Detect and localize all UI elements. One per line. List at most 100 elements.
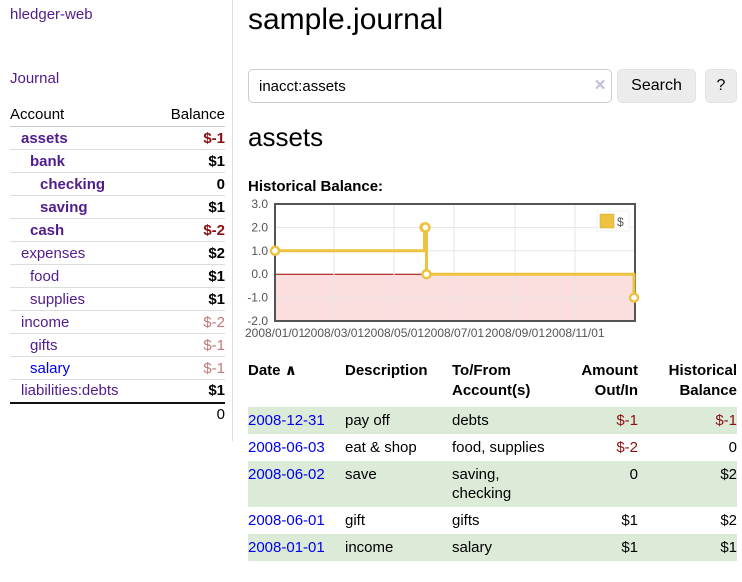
svg-text:1.0: 1.0	[251, 244, 268, 258]
svg-text:3.0: 3.0	[251, 197, 268, 211]
accounts-header-row: Account Balance	[10, 104, 225, 127]
main-content: sample.journal × Search ? assets Histori…	[245, 0, 737, 582]
register-row[interactable]: 2008-01-01 income salary $1 $1	[248, 534, 737, 561]
transaction-date-link[interactable]: 2008-06-03	[248, 439, 325, 456]
date-header-label: Date	[248, 362, 281, 379]
account-link-liabilities-debts[interactable]: liabilities:debts	[21, 382, 119, 400]
account-heading: assets	[248, 122, 324, 152]
balance-chart: 3.0 2.0 1.0 0.0 -1.0 -2.0 2008/01/01 2008/03/01…	[245, 197, 742, 342]
account-balance: 0	[153, 172, 225, 196]
account-row-gifts: gifts $-1	[10, 333, 225, 357]
account-balance: $1	[153, 264, 225, 288]
clear-search-icon[interactable]: ×	[594, 75, 606, 96]
svg-text:2.0: 2.0	[251, 220, 268, 234]
amount-column-header: Amount Out/In	[581, 362, 638, 399]
account-row-bank: bank $1	[10, 149, 225, 173]
balance-column-header: Historical Balance	[668, 362, 737, 399]
search-input[interactable]	[248, 69, 612, 103]
transaction-date-link[interactable]: 2008-12-31	[248, 412, 325, 429]
transaction-date-link[interactable]: 2008-06-01	[248, 512, 325, 529]
transaction-balance: $-1	[715, 412, 737, 429]
register-row[interactable]: 2008-06-01 gift gifts $1 $2	[248, 507, 737, 534]
account-link-checking[interactable]: checking	[40, 175, 106, 193]
sidebar: hledger-web Journal Account Balance asse…	[0, 0, 233, 441]
account-link-bank[interactable]: bank	[30, 152, 66, 170]
account-row-expenses: expenses $2	[10, 241, 225, 265]
register-row[interactable]: 2008-06-02 save saving, checking 0 $2	[248, 461, 737, 507]
date-column-header[interactable]: Date ∧	[248, 359, 345, 407]
search-button[interactable]: Search	[617, 69, 696, 103]
description-column-header: Description	[345, 362, 428, 379]
svg-text:2008/03/01: 2008/03/01	[304, 326, 364, 340]
account-balance: $2	[153, 241, 225, 265]
register-row[interactable]: 2008-12-31 pay off debts $-1 $-1	[248, 407, 737, 434]
search-form: × Search ?	[248, 69, 737, 103]
transaction-date-link[interactable]: 2008-06-02	[248, 466, 325, 483]
account-row-salary: salary $-1	[10, 356, 225, 380]
register-row[interactable]: 2008-06-03 eat & shop food, supplies $-2…	[248, 434, 737, 461]
account-balance: $-2	[153, 218, 225, 242]
svg-text:2008/11/01: 2008/11/01	[545, 326, 604, 340]
svg-text:-2.0: -2.0	[247, 314, 268, 328]
svg-text:0.0: 0.0	[251, 267, 268, 281]
account-link-saving[interactable]: saving	[40, 198, 88, 216]
transaction-balance: $1	[720, 539, 737, 556]
svg-text:2008/09/01: 2008/09/01	[485, 326, 545, 340]
transaction-accounts: food, supplies	[452, 439, 545, 456]
transaction-amount: $-1	[616, 412, 638, 429]
sort-ascending-icon: ∧	[284, 362, 297, 379]
balance-column-header: Balance	[153, 104, 225, 127]
account-balance: $1	[153, 195, 225, 219]
account-balance: $1	[153, 287, 225, 311]
account-balance: $-1	[153, 126, 225, 150]
account-row-supplies: supplies $1	[10, 287, 225, 311]
account-row-assets: assets $-1	[10, 126, 225, 150]
svg-text:2008/07/01: 2008/07/01	[424, 326, 484, 340]
account-link-salary[interactable]: salary	[30, 359, 71, 377]
sidebar-item-journal[interactable]: Journal	[10, 70, 60, 87]
account-link-assets[interactable]: assets	[21, 129, 68, 147]
account-link-cash[interactable]: cash	[30, 221, 65, 239]
transaction-description: pay off	[345, 412, 390, 429]
account-link-expenses[interactable]: expenses	[21, 244, 86, 262]
account-balance: $-1	[153, 333, 225, 357]
register-table: Date ∧ Description To/From Account(s) Am…	[248, 359, 737, 561]
accounts-total: 0	[153, 401, 225, 426]
transaction-description: income	[345, 539, 394, 556]
account-link-income[interactable]: income	[21, 313, 70, 331]
account-row-liabilities-debts: liabilities:debts $1	[10, 379, 225, 403]
transaction-accounts: debts	[452, 412, 489, 429]
transaction-amount: $1	[621, 539, 638, 556]
transaction-amount: $-2	[616, 439, 638, 456]
app-title-link[interactable]: hledger-web	[10, 6, 93, 23]
chart-title: Historical Balance:	[248, 178, 384, 195]
help-button[interactable]: ?	[705, 69, 737, 103]
transaction-date-link[interactable]: 2008-01-01	[248, 539, 325, 556]
transaction-balance: $2	[720, 512, 737, 529]
account-column-header: Account	[10, 104, 154, 127]
transaction-amount: 0	[629, 466, 638, 483]
account-balance: $-2	[153, 310, 225, 334]
account-link-supplies[interactable]: supplies	[30, 290, 86, 308]
register-header-row: Date ∧ Description To/From Account(s) Am…	[248, 359, 737, 407]
svg-text:$: $	[617, 215, 624, 229]
svg-text:-1.0: -1.0	[247, 291, 268, 305]
transaction-description: eat & shop	[345, 439, 417, 456]
svg-text:2008/01/01: 2008/01/01	[245, 326, 305, 340]
accounts-total-row: 0	[10, 401, 225, 426]
tofrom-column-header: To/From Account(s)	[452, 362, 531, 399]
transaction-balance: $2	[720, 466, 737, 483]
transaction-amount: $1	[621, 512, 638, 529]
account-balance: $-1	[153, 356, 225, 380]
account-balance: $1	[153, 149, 225, 173]
accounts-table: Account Balance assets $-1 bank $1 check…	[10, 104, 225, 426]
account-row-checking: checking 0	[10, 172, 225, 196]
transaction-description: save	[345, 466, 377, 483]
account-row-food: food $1	[10, 264, 225, 288]
transaction-balance: 0	[728, 439, 737, 456]
account-row-saving: saving $1	[10, 195, 225, 219]
svg-text:2008/05/01: 2008/05/01	[364, 326, 424, 340]
account-link-gifts[interactable]: gifts	[30, 336, 58, 354]
account-link-food[interactable]: food	[30, 267, 60, 285]
transaction-accounts: salary	[452, 539, 493, 556]
